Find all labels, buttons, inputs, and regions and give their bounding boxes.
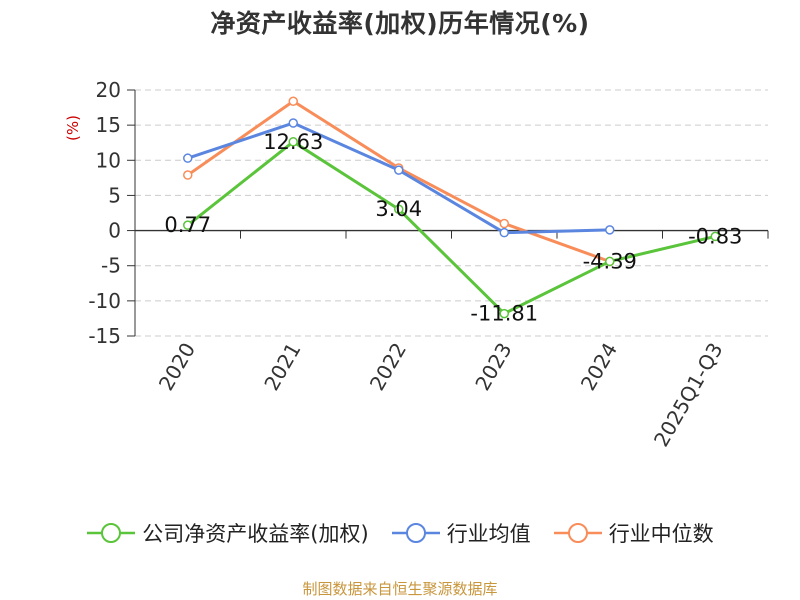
y-tick-label: -5: [101, 254, 121, 278]
legend-label: 行业中位数: [608, 522, 714, 546]
x-tick-label: 2025Q1-Q3: [649, 339, 728, 451]
y-tick-label: 15: [96, 113, 121, 137]
data-point: [394, 204, 404, 214]
data-label: -4.39: [583, 249, 637, 273]
data-labels: 0.77 12.63 3.04 -11.81 -4.39 -0.83: [164, 130, 742, 326]
y-tick-label: 10: [96, 148, 121, 172]
chart-title: 净资产收益率(加权)历年情况(%): [210, 9, 590, 38]
legend-item[interactable]: 行业均值: [391, 518, 531, 548]
y-tick-label: -15: [88, 324, 121, 348]
legend: 公司净资产收益率(加权) 行业均值 行业中位数: [0, 518, 800, 548]
axes: 20 15 10 5 0 -5 -10 -15 2020 2021 2022 2023 2024 2025…: [88, 78, 769, 451]
legend-marker-icon: [87, 523, 136, 543]
y-tick-label: -10: [88, 289, 121, 313]
data-point: [288, 137, 298, 147]
data-point: [183, 170, 193, 180]
y-tick-label: 20: [96, 78, 121, 102]
grid-lines: [135, 89, 768, 337]
data-point: [710, 231, 720, 242]
data-point: [183, 220, 193, 230]
data-label: -0.83: [688, 224, 742, 248]
data-point: [288, 96, 298, 106]
data-point: [499, 308, 509, 319]
series-lines: [183, 96, 720, 319]
legend-marker-icon: [553, 523, 602, 543]
x-tick-label: 2020: [154, 339, 200, 395]
legend-label: 公司净资产收益率(加权): [142, 522, 369, 546]
data-label: 3.04: [375, 197, 422, 221]
y-tick-label: 0: [108, 219, 121, 243]
y-axis-unit-label: (%): [64, 115, 82, 141]
data-point: [288, 118, 298, 128]
data-label: -11.81: [470, 302, 538, 326]
legend-label: 行业均值: [446, 522, 531, 546]
data-point: [605, 225, 615, 235]
legend-item[interactable]: 行业中位数: [553, 518, 714, 548]
x-tick-label: 2023: [470, 339, 516, 395]
data-point: [605, 256, 615, 267]
data-point: [394, 165, 404, 175]
x-tick-label: 2024: [576, 339, 622, 395]
data-label: 0.77: [164, 213, 211, 237]
x-tick-label: 2022: [365, 339, 411, 395]
x-tick-label: 2021: [259, 339, 305, 395]
legend-item[interactable]: 公司净资产收益率(加权): [86, 518, 369, 548]
data-point: [499, 227, 509, 238]
y-tick-label: 5: [108, 183, 121, 207]
series-line: [186, 140, 716, 316]
data-point: [499, 218, 509, 229]
source-note: 制图数据来自恒生聚源数据库: [302, 580, 498, 598]
data-label: 12.63: [263, 130, 323, 154]
legend-marker-icon: [391, 523, 440, 543]
data-point: [183, 153, 193, 163]
